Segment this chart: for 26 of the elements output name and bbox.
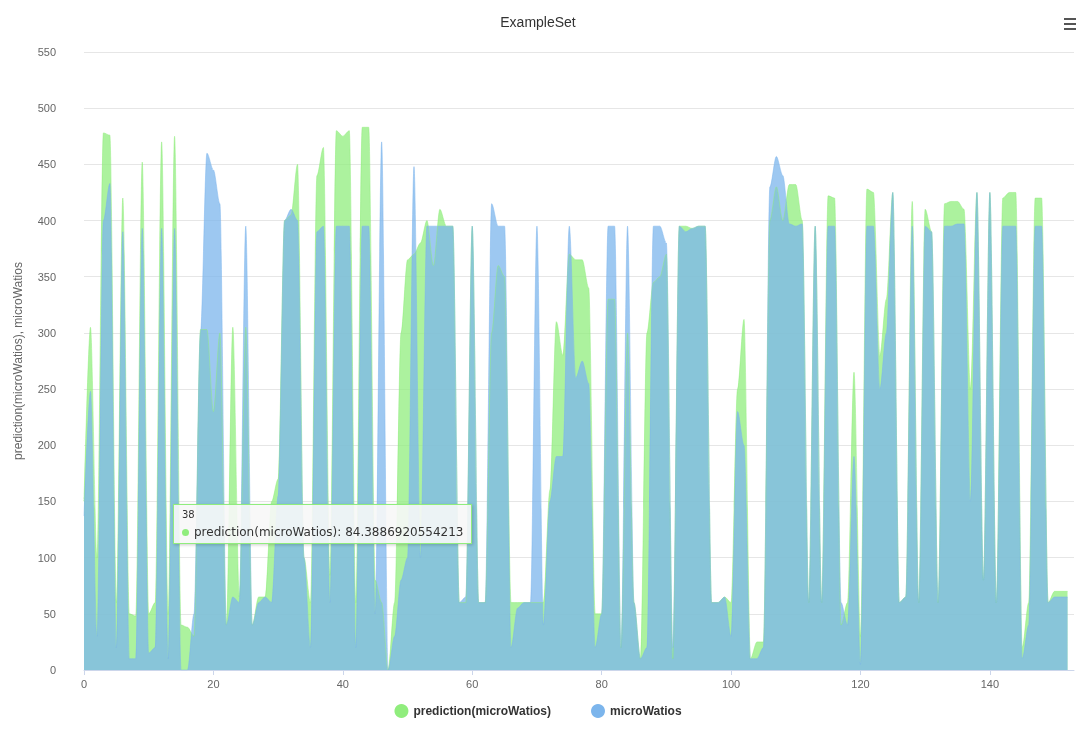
y-tick-label: 350 — [37, 270, 56, 283]
y-tick-label: 550 — [37, 46, 56, 58]
y-tick-label: 250 — [37, 383, 56, 396]
x-tick-label: 60 — [466, 677, 479, 690]
legend-label: microWatios — [610, 704, 682, 718]
y-tick-label: 500 — [37, 102, 56, 115]
x-tick-label: 140 — [980, 677, 1000, 690]
y-tick-label: 50 — [43, 607, 56, 620]
x-tick-label: 0 — [80, 677, 88, 690]
annotation: prediction(microWatios): 84.3886920554213 — [194, 525, 464, 539]
legend-label: prediction(microWatios) — [413, 704, 551, 718]
annotation: 38 — [182, 509, 196, 520]
y-tick-label: 400 — [37, 214, 56, 227]
y-tick-label: 300 — [37, 326, 56, 339]
y-tick-label: 450 — [37, 158, 56, 171]
x-tick-label: 40 — [336, 677, 349, 690]
x-tick-label: 80 — [595, 677, 608, 690]
x-tick-label: 20 — [207, 677, 220, 690]
y-tick-label: 0 — [49, 664, 56, 676]
chart-title: ExampleSet — [500, 14, 576, 30]
x-tick-label: 100 — [721, 677, 741, 690]
y-tick-label: 150 — [37, 495, 56, 508]
y-tick-label: 100 — [37, 551, 56, 564]
y-axis-title: prediction(microWatios), microWatios — [11, 262, 25, 460]
y-tick-label: 200 — [37, 439, 56, 452]
x-tick-label: 120 — [851, 677, 870, 690]
